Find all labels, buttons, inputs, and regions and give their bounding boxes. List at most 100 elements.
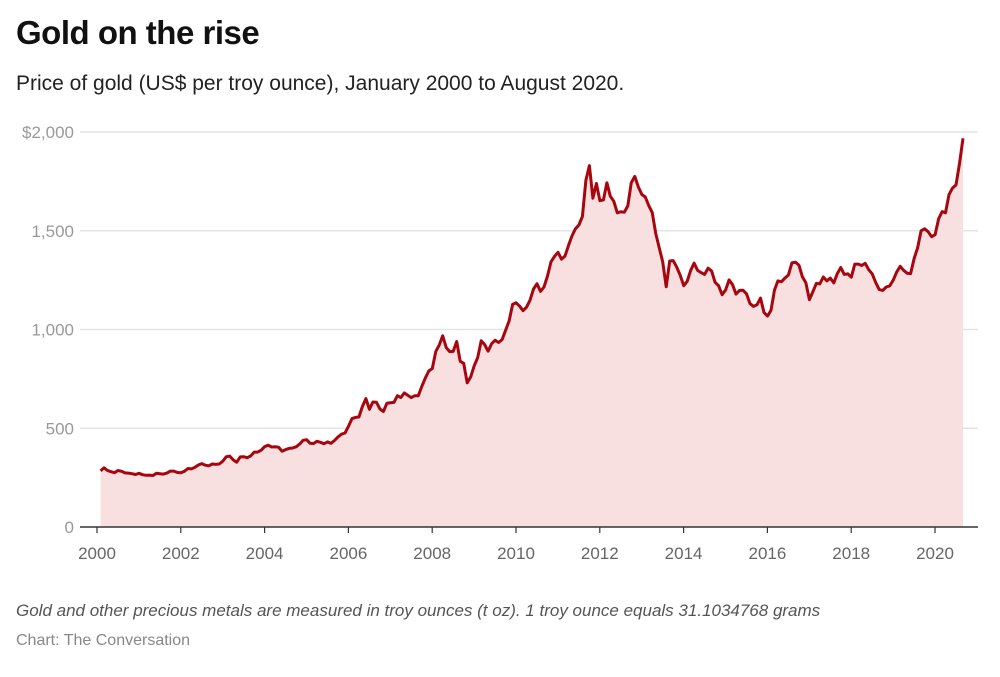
data-point (120, 470, 123, 473)
data-point (434, 350, 437, 353)
data-point (612, 200, 615, 203)
data-point (829, 277, 832, 280)
data-point (508, 320, 511, 323)
data-point (941, 210, 944, 213)
data-point (389, 401, 392, 404)
data-point (504, 329, 507, 332)
data-point (424, 377, 427, 380)
data-point (895, 271, 898, 274)
data-point (183, 470, 186, 473)
x-axis: 2000 2002 2004 2006 2008 2010 2012 2014 2016 2018… (78, 527, 954, 563)
data-point (825, 279, 828, 282)
data-point (948, 193, 951, 196)
data-point (623, 211, 626, 214)
data-point (441, 334, 444, 337)
data-point (288, 447, 291, 450)
data-point (179, 471, 182, 474)
data-point (811, 290, 814, 293)
data-point (176, 471, 179, 474)
data-point (200, 462, 203, 465)
chart-source: Chart: The Conversation (16, 632, 191, 649)
chart-note: Gold and other precious metals are measu… (16, 601, 821, 620)
data-point (364, 397, 367, 400)
data-point (420, 385, 423, 388)
data-point (515, 301, 518, 304)
data-point (717, 284, 720, 287)
data-point (239, 455, 242, 458)
y-tick-label: $2,000 (22, 123, 74, 142)
data-point (281, 450, 284, 453)
data-point (707, 267, 710, 270)
data-point (406, 394, 409, 397)
data-point (242, 455, 245, 458)
data-point (165, 472, 168, 475)
x-tick-label: 2020 (916, 544, 954, 563)
data-point (822, 275, 825, 278)
data-point (710, 270, 713, 273)
data-point (529, 299, 532, 302)
data-point (595, 182, 598, 185)
data-point (714, 281, 717, 284)
data-point (497, 341, 500, 344)
data-point (277, 446, 280, 449)
data-point (700, 271, 703, 274)
data-point (228, 455, 231, 458)
data-point (336, 435, 339, 438)
data-point (218, 462, 221, 465)
data-point (473, 364, 476, 367)
data-point (588, 164, 591, 167)
chart-title: Gold on the rise (16, 14, 260, 51)
data-point (955, 183, 958, 186)
data-point (263, 445, 266, 448)
data-point (944, 211, 947, 214)
data-point (141, 473, 144, 476)
data-point (574, 227, 577, 230)
data-point (204, 464, 207, 467)
data-point (340, 433, 343, 436)
data-point (361, 405, 364, 408)
data-point (469, 375, 472, 378)
data-point (232, 458, 235, 461)
data-point (431, 367, 434, 370)
data-point (647, 204, 650, 207)
data-point (731, 283, 734, 286)
data-point (742, 289, 745, 292)
y-tick-label: 1,000 (31, 321, 74, 340)
data-point (661, 260, 664, 263)
data-point (556, 251, 559, 254)
data-point (892, 279, 895, 282)
data-point (930, 235, 933, 238)
data-point (577, 224, 580, 227)
data-point (448, 350, 451, 353)
data-point (560, 258, 563, 261)
data-point (658, 246, 661, 249)
data-point (923, 227, 926, 230)
data-point (616, 211, 619, 214)
chart-subtitle: Price of gold (US$ per troy ounce), Janu… (16, 72, 625, 95)
data-point (137, 472, 140, 475)
data-point (902, 269, 905, 272)
data-point (347, 425, 350, 428)
data-point (769, 309, 772, 312)
data-point (134, 473, 137, 476)
data-point (787, 273, 790, 276)
data-point (832, 281, 835, 284)
data-point (874, 281, 877, 284)
data-point (864, 262, 867, 265)
data-point (654, 232, 657, 235)
data-point (808, 298, 811, 301)
data-point (417, 394, 420, 397)
data-point (466, 381, 469, 384)
data-point (256, 451, 259, 454)
data-point (459, 360, 462, 363)
data-point (567, 244, 570, 247)
y-tick-label: 500 (46, 419, 74, 438)
data-point (665, 285, 668, 288)
data-point (773, 289, 776, 292)
data-point (776, 279, 779, 282)
data-point (249, 454, 252, 457)
data-point (511, 303, 514, 306)
data-point (162, 473, 165, 476)
data-point (291, 447, 294, 450)
data-point (755, 303, 758, 306)
